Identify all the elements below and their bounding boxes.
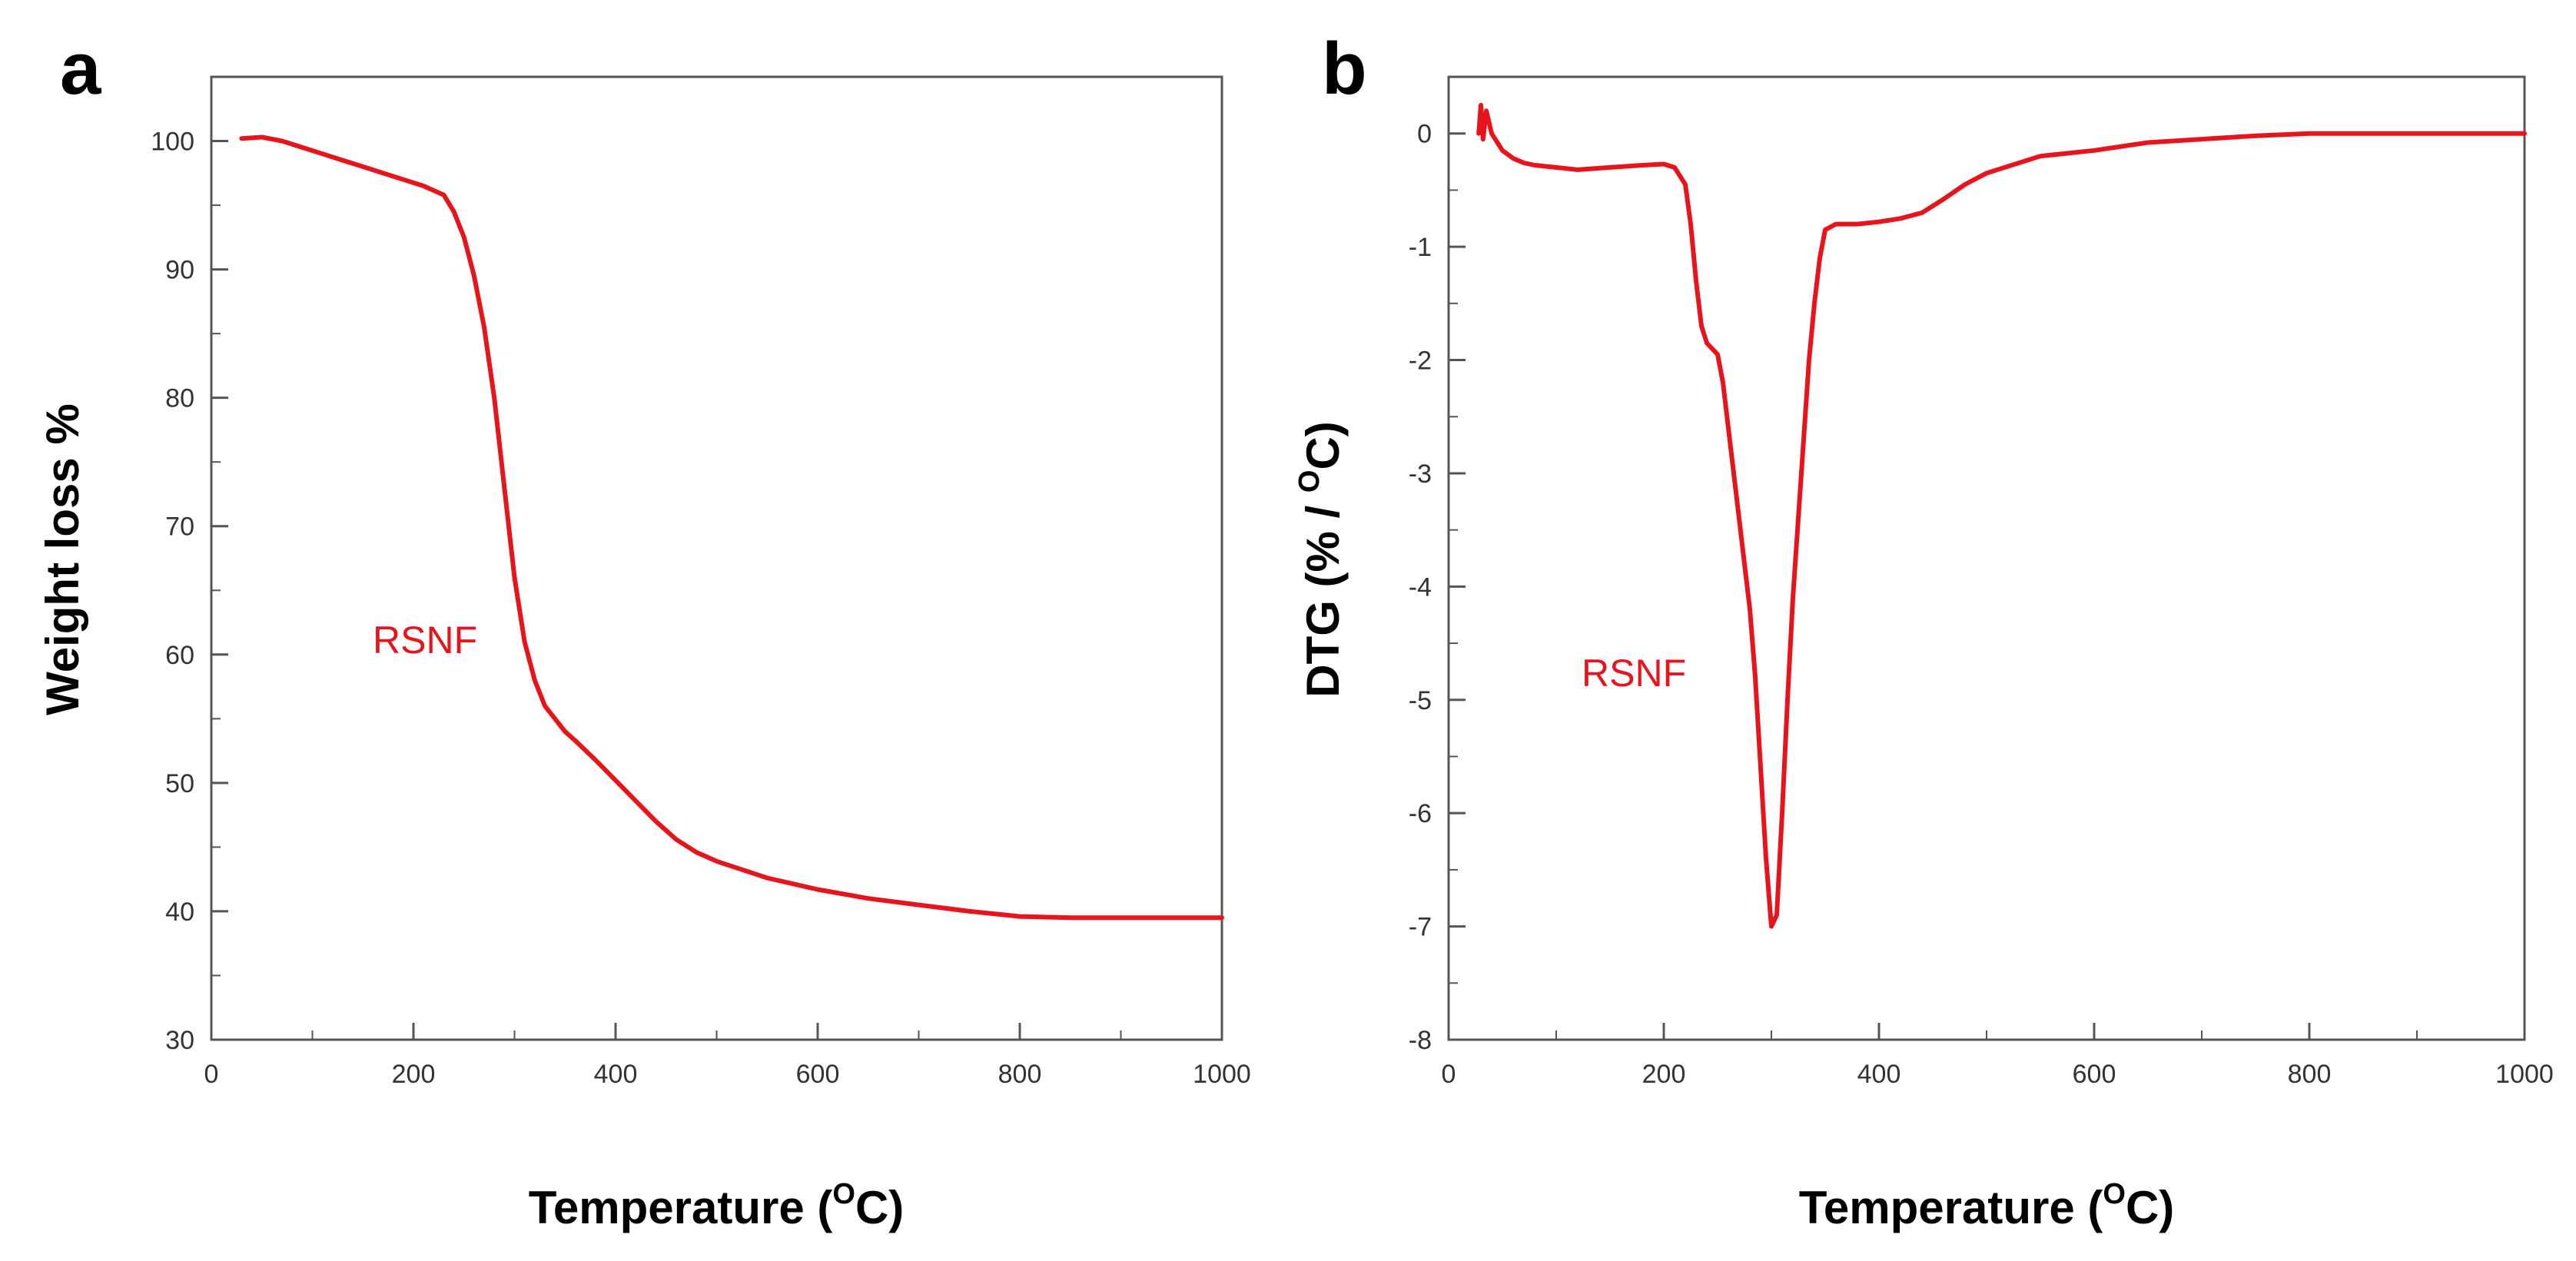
- panel-a-x-axis-title-main: Temperature (: [529, 1182, 833, 1233]
- panel-b-plot-frame: [1447, 75, 2526, 1041]
- panel-b-y-axis-title-main: DTG (% /: [1297, 493, 1349, 698]
- panel-a-x-tick-label: 800: [998, 1060, 1042, 1089]
- panel-b-y-tick-label: -1: [1409, 233, 1432, 262]
- panel-a-x-axis-title: Temperature (OC): [529, 1178, 905, 1233]
- panel-b-x-axis-title-sup: O: [2103, 1178, 2126, 1210]
- panel-b-annotation-rsnf: RSNF: [1582, 652, 1686, 695]
- panel-b-y-tick-label: 0: [1417, 120, 1432, 149]
- panel-b-x-tick-label: 400: [1857, 1060, 1901, 1089]
- panel-a-annotation-rsnf: RSNF: [373, 619, 477, 662]
- panel-b-x-tick-label: 200: [1642, 1060, 1686, 1089]
- panel-a-x-axis-title-sup: O: [832, 1178, 855, 1210]
- panel-a-ticks: 0 200 400 600 800 1000 30 40 50 60 70 80 90 100: [151, 128, 1251, 1089]
- panel-b-x-tick-label: 0: [1442, 1060, 1456, 1089]
- panel-b-series-rsnf-line: [1476, 102, 2527, 929]
- panel-a-x-axis-title-end: C): [855, 1182, 904, 1233]
- panel-a-y-tick-label: 30: [165, 1026, 194, 1055]
- panel-a-y-tick-label: 50: [165, 769, 194, 798]
- panel-b-x-axis-title: Temperature (OC): [1799, 1178, 2175, 1233]
- panel-b-x-tick-label: 600: [2073, 1060, 2116, 1089]
- panel-b-y-tick-label: -3: [1409, 460, 1432, 489]
- panel-b-y-axis-title: DTG (% / OC): [1293, 421, 1349, 698]
- panel-b-x-tick-label: 1000: [2495, 1060, 2554, 1089]
- panel-a-y-tick-label: 60: [165, 641, 194, 670]
- panel-b-y-tick-label: -8: [1409, 1026, 1432, 1055]
- panel-a-x-tick-label: 600: [796, 1060, 840, 1089]
- panel-b-y-axis-title-sup: O: [1293, 470, 1326, 493]
- panel-b-x-tick-label: 800: [2288, 1060, 2332, 1089]
- panel-b-y-tick-label: -5: [1409, 686, 1432, 715]
- panel-a-y-tick-label: 90: [165, 256, 194, 285]
- panel-b-dtg-chart: b 0 200 400 600 800 1000 0 -1 -2 -3 -4 -5 -6 -7 -8 RSN…: [1293, 28, 2554, 1233]
- panel-a-x-tick-label: 0: [204, 1060, 219, 1089]
- panel-a-y-tick-label: 80: [165, 384, 194, 413]
- panel-b-y-tick-label: -7: [1409, 913, 1432, 942]
- panel-a-y-axis-title: Weight loss %: [37, 403, 88, 715]
- panel-b-ticks: 0 200 400 600 800 1000 0 -1 -2 -3 -4 -5 -6 -7 -8: [1409, 120, 2554, 1089]
- panel-a-weight-loss-chart: a 0 200 400 600 800 1000 30 40 50 60 70 80 90 100 RSN…: [37, 28, 1251, 1233]
- panel-a-y-tick-label: 70: [165, 513, 194, 542]
- panel-a-plot-frame: [210, 75, 1223, 1041]
- panel-b-x-axis-title-main: Temperature (: [1799, 1182, 2103, 1233]
- panel-b-y-tick-label: -2: [1409, 347, 1432, 376]
- panel-b-y-axis-title-end: C): [1297, 421, 1349, 470]
- panel-a-x-tick-label: 200: [392, 1060, 436, 1089]
- panel-a-series-rsnf-line: [239, 134, 1224, 921]
- panel-b-y-tick-label: -4: [1409, 572, 1432, 602]
- panel-a-y-tick-label: 40: [165, 898, 194, 927]
- panel-a-x-tick-label: 1000: [1193, 1060, 1251, 1089]
- panel-a-x-tick-label: 400: [594, 1060, 638, 1089]
- panel-a-y-axis-title-text: Weight loss %: [37, 403, 88, 715]
- panel-b-y-tick-label: -6: [1409, 799, 1432, 828]
- panel-a-y-tick-label: 100: [151, 128, 194, 157]
- panel-b-letter: b: [1322, 28, 1367, 110]
- panel-b-x-axis-title-end: C): [2126, 1182, 2174, 1233]
- panel-a-letter: a: [60, 28, 101, 110]
